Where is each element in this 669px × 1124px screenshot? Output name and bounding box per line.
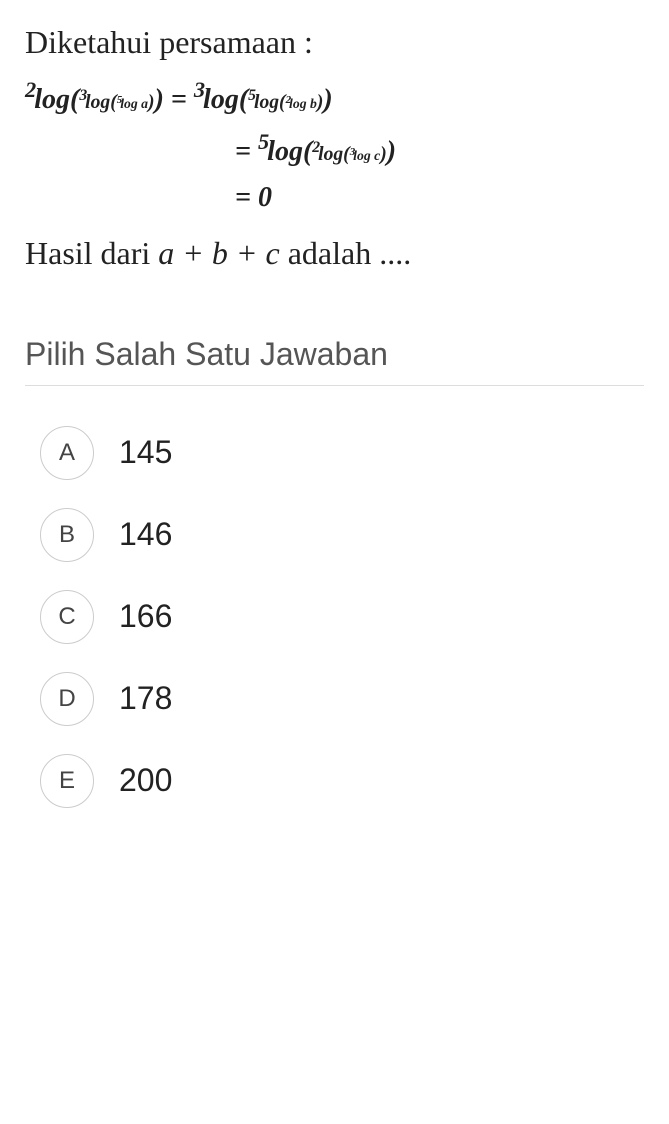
option-circle-d: D	[40, 672, 94, 726]
math-line-2: = 5log(2log(3log c))	[25, 125, 644, 173]
option-circle-c: C	[40, 590, 94, 644]
option-circle-e: E	[40, 754, 94, 808]
option-text-c: 166	[119, 598, 172, 635]
option-circle-a: A	[40, 426, 94, 480]
option-b[interactable]: B 146	[40, 508, 644, 562]
option-text-e: 200	[119, 762, 172, 799]
section-title: Pilih Salah Satu Jawaban	[25, 336, 644, 386]
math-line-3: = 0	[25, 177, 644, 219]
option-d[interactable]: D 178	[40, 672, 644, 726]
options-list: A 145 B 146 C 166 D 178 E 200	[25, 426, 644, 808]
question-result: Hasil dari a + b + c adalah ....	[25, 231, 644, 276]
option-text-a: 145	[119, 434, 172, 471]
math-line-1: 2log(3log(5log a)) = 3log(5log(2log b))	[25, 73, 644, 121]
option-circle-b: B	[40, 508, 94, 562]
option-text-d: 178	[119, 680, 172, 717]
result-expr: a + b + c	[158, 235, 279, 271]
option-c[interactable]: C 166	[40, 590, 644, 644]
result-prefix: Hasil dari	[25, 235, 158, 271]
question-intro: Diketahui persamaan :	[25, 20, 644, 65]
option-a[interactable]: A 145	[40, 426, 644, 480]
math-equations: 2log(3log(5log a)) = 3log(5log(2log b)) …	[25, 73, 644, 219]
option-e[interactable]: E 200	[40, 754, 644, 808]
option-text-b: 146	[119, 516, 172, 553]
result-suffix: adalah ....	[280, 235, 412, 271]
